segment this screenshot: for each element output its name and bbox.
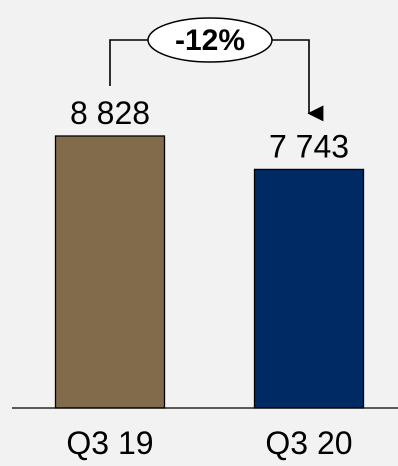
category-label-q3-19: Q3 19 (66, 425, 153, 461)
value-label-q3-20: 7 743 (269, 128, 349, 164)
bar-q3-20 (253, 168, 365, 409)
bar-q3-19 (54, 135, 166, 409)
value-label-q3-19: 8 828 (70, 95, 150, 131)
category-label-q3-20: Q3 20 (265, 425, 352, 461)
change-percent-label: -12% (175, 24, 245, 57)
change-badge (147, 17, 273, 63)
